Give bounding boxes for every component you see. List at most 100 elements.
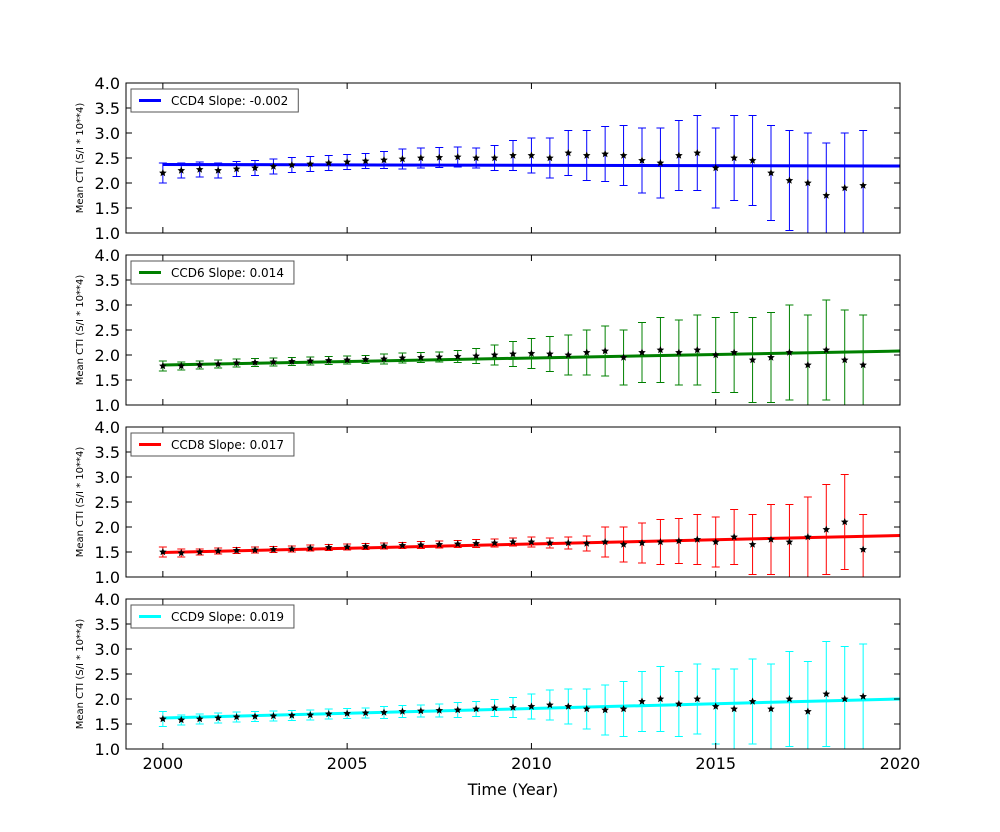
y-tick-label: 3.5: [95, 615, 120, 634]
plot-area: [158, 474, 900, 577]
data-point: [675, 151, 683, 159]
data-point: [306, 544, 315, 552]
data-point: [251, 546, 259, 554]
data-point: [767, 535, 775, 543]
data-point: [195, 165, 204, 173]
plot-area: [158, 641, 900, 749]
data-point: [251, 164, 259, 172]
y-tick-label: 4.0: [95, 74, 120, 93]
data-point: [361, 542, 370, 550]
data-point: [417, 541, 425, 549]
data-point: [509, 538, 517, 546]
data-point: [730, 705, 738, 713]
y-tick-label: 2.5: [95, 321, 120, 340]
data-point: [380, 542, 388, 550]
data-point: [251, 712, 259, 720]
y-axis-label: Mean CTI (S/I * 10**4): [75, 275, 86, 386]
y-tick-label: 2.0: [95, 174, 120, 193]
data-point: [398, 707, 407, 715]
data-point: [214, 547, 222, 555]
data-point: [582, 151, 591, 159]
y-tick-label: 1.0: [95, 568, 120, 587]
data-point: [343, 158, 351, 166]
data-point: [288, 161, 296, 169]
data-point: [159, 362, 167, 370]
x-tick-label: 2010: [511, 754, 552, 773]
data-point: [398, 155, 407, 163]
data-point: [675, 700, 683, 708]
data-point: [582, 705, 591, 713]
data-point: [195, 548, 204, 556]
legend-label: CCD6 Slope: 0.014: [171, 266, 284, 280]
data-point: [638, 697, 646, 705]
data-point: [177, 362, 186, 370]
data-point: [509, 350, 517, 358]
data-point: [840, 356, 849, 364]
data-point: [564, 149, 573, 157]
data-point: [675, 348, 683, 356]
data-point: [546, 701, 554, 709]
data-point: [638, 348, 646, 356]
data-point: [564, 702, 573, 710]
data-point: [435, 153, 444, 161]
data-point: [159, 548, 167, 556]
data-point: [730, 348, 738, 356]
data-point: [564, 539, 573, 547]
plot-area: [158, 299, 900, 405]
data-point: [693, 149, 702, 157]
data-point: [269, 545, 278, 553]
y-tick-label: 2.0: [95, 518, 120, 537]
data-point: [546, 154, 554, 162]
data-point: [288, 357, 296, 365]
x-axis-label: Time (Year): [467, 780, 559, 799]
data-point: [601, 706, 609, 714]
legend: CCD6 Slope: 0.014: [130, 260, 295, 285]
data-point: [693, 346, 702, 354]
y-tick-label: 3.0: [95, 640, 120, 659]
data-point: [748, 156, 757, 164]
panel-2: 1.0 1.5 2.0 2.5 3.0 3.5 4.0 Mean CTI (S/I * 10*…: [75, 418, 901, 587]
data-point: [232, 359, 241, 367]
data-point: [822, 191, 831, 199]
x-tick-label: 2015: [695, 754, 736, 773]
data-point: [195, 715, 204, 723]
data-point: [730, 533, 738, 541]
legend-label: CCD4 Slope: -0.002: [171, 94, 288, 108]
data-point: [361, 355, 370, 363]
data-point: [453, 540, 462, 548]
panel-3: 1.0 1.5 2.0 2.5 3.0 3.5 4.0 2000 2005 2010 2015 202…: [75, 590, 920, 773]
fit-line: [162, 163, 900, 168]
data-point: [711, 351, 720, 359]
data-point: [619, 151, 628, 159]
data-point: [785, 176, 794, 184]
y-tick-label: 3.0: [95, 124, 120, 143]
data-point: [195, 361, 204, 369]
data-point: [804, 361, 812, 369]
data-point: [693, 535, 702, 543]
y-tick-label: 4.0: [95, 590, 120, 609]
data-point: [490, 539, 499, 547]
y-tick-label: 1.5: [95, 199, 120, 218]
data-point: [380, 355, 388, 363]
y-axis-label: Mean CTI (S/I * 10**4): [75, 103, 86, 214]
y-tick-label: 1.0: [95, 396, 120, 415]
data-point: [767, 169, 775, 177]
data-point: [398, 354, 407, 362]
data-point: [159, 715, 167, 723]
data-point: [324, 543, 333, 551]
data-point: [380, 156, 388, 164]
data-point: [859, 181, 867, 189]
data-point: [490, 704, 499, 712]
data-point: [435, 353, 444, 361]
data-point: [509, 703, 517, 711]
data-point: [804, 533, 812, 541]
data-point: [177, 549, 186, 557]
legend-box: [130, 260, 295, 285]
legend-box: [130, 604, 295, 629]
data-point: [748, 697, 757, 705]
data-point: [269, 712, 278, 720]
data-point: [582, 348, 591, 356]
legend: CCD9 Slope: 0.019: [130, 604, 295, 629]
data-point: [601, 347, 609, 355]
data-point: [601, 150, 609, 158]
